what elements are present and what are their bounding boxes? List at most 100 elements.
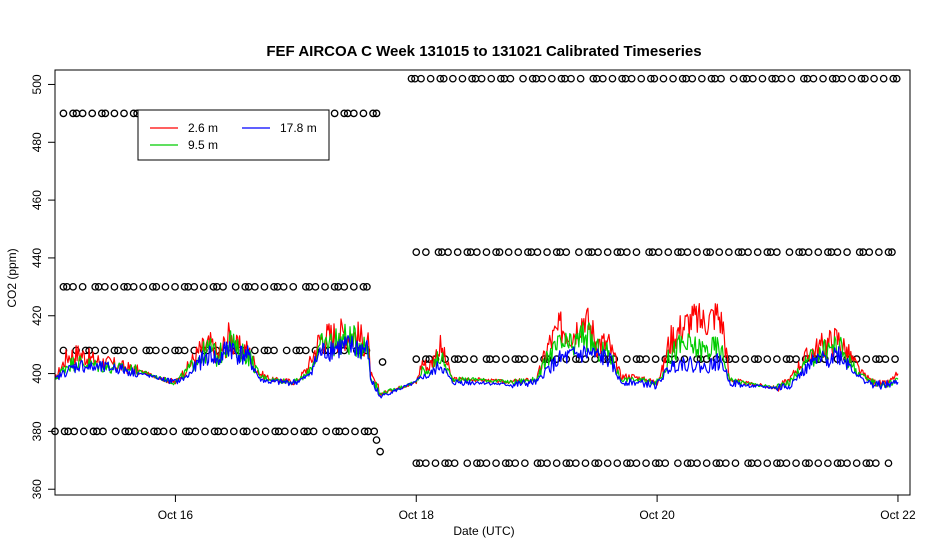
calibration-point (210, 427, 219, 436)
calibration-point (613, 248, 622, 256)
calibration-point (450, 355, 459, 363)
y-tick-label: 500 (30, 74, 44, 94)
calibration-point (572, 459, 580, 468)
calibration-point (702, 248, 711, 256)
calibration-point (100, 346, 109, 355)
calibration-point (231, 282, 240, 291)
calibration-point (369, 109, 377, 118)
calibration-point (533, 459, 542, 468)
calibration-point (651, 459, 660, 468)
calibration-point (450, 459, 459, 468)
y-axis: 360 380 400 420 440 460 480 500 (30, 74, 56, 499)
y-tick-label: 440 (30, 248, 44, 268)
x-tick-label: Oct 22 (880, 508, 916, 522)
calibration-point (351, 427, 359, 436)
calibration-point (763, 248, 772, 256)
calibration-point (473, 248, 481, 256)
calibration-point (252, 427, 260, 436)
calibration-point (130, 427, 139, 436)
calibration-point (59, 282, 68, 291)
calibration-point (819, 74, 827, 83)
calibration-point (552, 248, 561, 256)
calibration-point (148, 282, 157, 291)
calibration-point (805, 459, 814, 468)
calibration-point (870, 74, 878, 83)
calibration-point (78, 109, 87, 118)
calibration-point (482, 459, 491, 468)
calibration-point (270, 346, 278, 355)
calibration-point (453, 248, 462, 256)
calibration-point (511, 459, 520, 468)
series-line (54, 335, 899, 399)
calibration-point (209, 282, 218, 291)
calibration-point (734, 248, 743, 256)
calibration-point (270, 282, 278, 291)
calibration-point (843, 248, 851, 256)
calibration-point (884, 459, 893, 468)
calibration-point (828, 74, 837, 83)
calibration-point (463, 459, 472, 468)
calibration-point (642, 459, 650, 468)
calibration-point (538, 74, 547, 83)
calibration-point (250, 346, 259, 355)
calibration-point (190, 282, 199, 291)
calibration-point (623, 355, 631, 363)
calibration-point (412, 355, 421, 363)
calibration-point (669, 74, 677, 83)
calibration-point (492, 355, 500, 363)
calibration-point (552, 459, 561, 468)
calibration-point (589, 74, 598, 83)
calibration-point (800, 74, 808, 83)
calibration-point (501, 355, 510, 363)
legend-label-9-5m: 9.5 m (188, 138, 218, 152)
calibration-point (683, 248, 692, 256)
calibration-point (129, 282, 138, 291)
series-lines (54, 303, 899, 399)
calibration-point (693, 248, 701, 256)
calibration-point (521, 459, 529, 468)
calibration-point (884, 248, 893, 256)
calibration-point (729, 74, 738, 83)
calibration-point (731, 459, 740, 468)
calibration-point (674, 248, 682, 256)
calibration-point (861, 74, 869, 83)
y-tick-label: 400 (30, 363, 44, 383)
legend-label-17-8m: 17.8 m (280, 121, 317, 135)
calibration-point (501, 459, 510, 468)
calibration-point (725, 248, 733, 256)
calibration-point (741, 355, 749, 363)
calibration-point (603, 248, 612, 256)
calibration-point (773, 355, 781, 363)
y-tick-label: 420 (30, 305, 44, 325)
calibration-point (581, 459, 590, 468)
calibration-point (528, 74, 537, 83)
y-tick-label: 460 (30, 190, 44, 210)
calibration-point (139, 282, 148, 291)
calibration-point (495, 248, 504, 256)
calibration-point (161, 282, 170, 291)
calibration-point (792, 459, 800, 468)
calibration-point (100, 282, 109, 291)
calibration-point (372, 109, 381, 118)
calibration-point (91, 346, 100, 355)
calibration-point (473, 459, 481, 468)
legend: 2.6 m 9.5 m 17.8 m (137, 109, 330, 161)
calibration-point (530, 355, 539, 363)
calibration-point (504, 248, 513, 256)
calibration-point (449, 74, 457, 83)
calibration-point (524, 248, 532, 256)
calibration-point (892, 74, 901, 83)
calibration-point (458, 74, 467, 83)
calibration-point (777, 74, 786, 83)
calibration-point (758, 74, 767, 83)
calibration-point (712, 459, 721, 468)
x-tick-label: Oct 20 (639, 508, 675, 522)
calibration-point (879, 74, 888, 83)
calibration-point (576, 74, 585, 83)
calibration-point (434, 248, 443, 256)
calibration-point (492, 248, 500, 256)
calibration-point (120, 346, 128, 355)
calibration-point (378, 358, 387, 366)
calibration-point (292, 346, 301, 355)
calibration-point (142, 346, 151, 355)
